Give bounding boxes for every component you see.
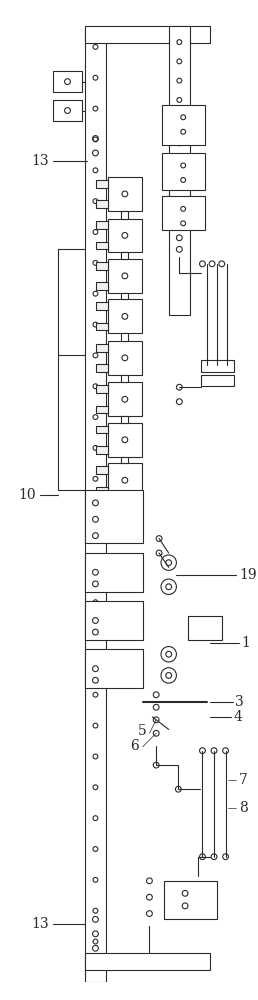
Bar — [108, 423, 142, 457]
Bar — [108, 177, 142, 211]
Bar — [85, 32, 106, 505]
Bar — [96, 282, 108, 290]
Text: 5: 5 — [138, 724, 147, 738]
Bar — [53, 100, 82, 121]
Bar — [120, 211, 128, 219]
Text: 8: 8 — [239, 801, 248, 815]
Bar — [169, 26, 190, 315]
Bar — [96, 385, 108, 393]
Bar — [96, 487, 108, 494]
Bar — [96, 242, 108, 249]
Bar — [120, 416, 128, 423]
Bar — [85, 26, 210, 43]
Text: 13: 13 — [32, 154, 49, 168]
Bar — [108, 341, 142, 375]
Bar — [96, 406, 108, 413]
Text: 19: 19 — [239, 568, 257, 582]
Bar — [120, 252, 128, 259]
Bar — [85, 953, 210, 970]
Text: 4: 4 — [233, 710, 242, 724]
Bar — [85, 601, 143, 640]
Bar — [120, 293, 128, 299]
Bar — [85, 553, 143, 592]
Text: 1: 1 — [241, 636, 250, 650]
Text: 3: 3 — [235, 695, 244, 709]
Bar — [120, 333, 128, 341]
Text: 7: 7 — [239, 773, 248, 787]
Bar — [96, 466, 108, 474]
Bar — [96, 323, 108, 330]
Text: 13: 13 — [32, 917, 49, 931]
Bar — [108, 219, 142, 252]
Bar — [200, 360, 234, 372]
Bar — [96, 221, 108, 229]
Bar — [85, 505, 106, 982]
Bar — [96, 180, 108, 188]
Bar — [96, 364, 108, 372]
Bar — [96, 446, 108, 454]
Bar — [96, 200, 108, 208]
Bar — [162, 105, 205, 145]
Bar — [162, 196, 205, 230]
Bar — [164, 881, 217, 919]
Bar — [200, 375, 234, 386]
Text: 6: 6 — [131, 739, 139, 753]
Bar — [96, 426, 108, 433]
Bar — [108, 463, 142, 497]
Bar — [120, 457, 128, 463]
Bar — [108, 259, 142, 293]
Bar — [53, 71, 82, 92]
Bar — [108, 382, 142, 416]
Bar — [85, 490, 143, 543]
Text: 10: 10 — [18, 488, 36, 502]
Bar — [96, 302, 108, 310]
Bar — [188, 616, 222, 640]
Bar — [162, 153, 205, 190]
Bar — [120, 375, 128, 382]
Bar — [108, 299, 142, 333]
Bar — [96, 344, 108, 352]
Bar — [96, 262, 108, 270]
Bar — [85, 649, 143, 688]
